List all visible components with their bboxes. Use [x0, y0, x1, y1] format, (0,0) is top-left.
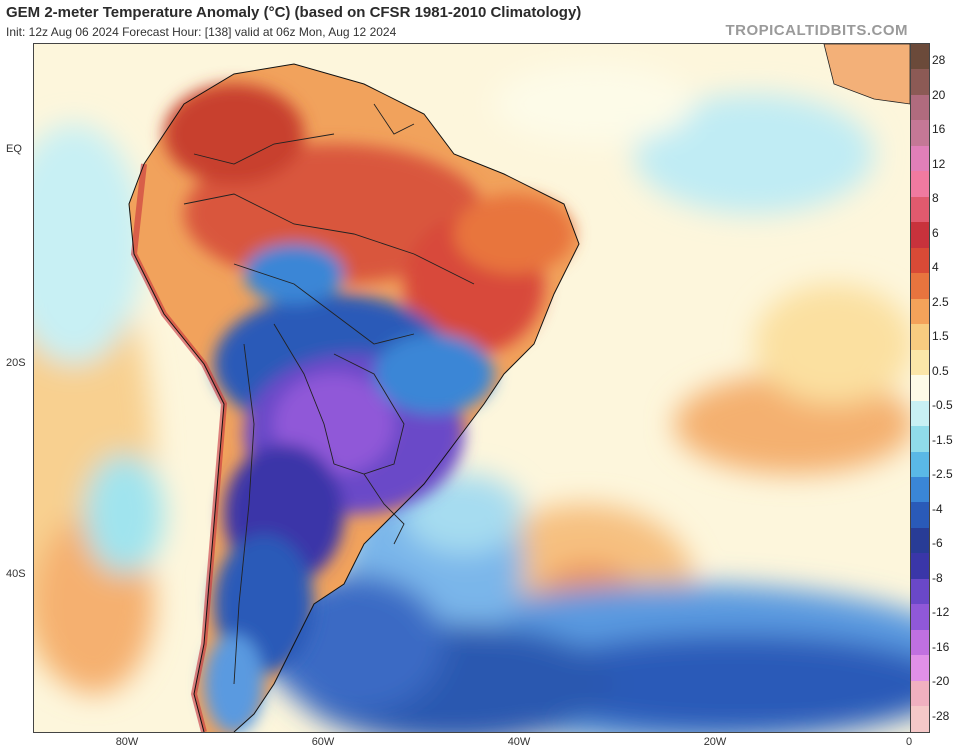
colorbar-label: -2.5 — [932, 467, 953, 482]
colorbar-swatch — [911, 629, 929, 656]
lon-label-0: 0 — [905, 736, 913, 748]
colorbar-swatch — [911, 222, 929, 248]
country-borders — [183, 103, 475, 685]
lat-label-20s: 20S — [6, 357, 26, 369]
map-title: GEM 2-meter Temperature Anomaly (°C) (ba… — [6, 4, 582, 21]
colorbar-label: -20 — [932, 674, 950, 689]
lat-label-40s: 40S — [6, 568, 26, 580]
colorbar-label: -28 — [932, 709, 950, 723]
colorbar-label: 6 — [932, 225, 939, 240]
colorbar-swatch — [911, 655, 929, 681]
colorbar-label: -12 — [932, 605, 950, 620]
colorbar-swatch — [911, 680, 929, 707]
colorbar-label: -0.5 — [932, 398, 953, 413]
colorbar-swatch — [911, 476, 929, 503]
colorbar-label: 12 — [932, 156, 946, 171]
colorbar-swatch — [911, 69, 929, 95]
colorbar-label: -16 — [932, 639, 950, 654]
colorbar-label: -1.5 — [932, 432, 953, 447]
colorbar-label: -4 — [932, 501, 943, 516]
colorbar-swatch — [911, 171, 929, 197]
lon-label-60w: 60W — [311, 736, 335, 748]
colorbar-label: 28 — [932, 53, 946, 67]
colorbar-swatch — [911, 298, 929, 325]
coastline — [128, 63, 580, 732]
colorbar-swatch — [911, 553, 929, 579]
lon-label-40w: 40W — [507, 736, 531, 748]
colorbar-swatch — [911, 349, 929, 376]
lat-label-eq: EQ — [6, 143, 22, 155]
colorbar-label: 1.5 — [932, 329, 949, 344]
colorbar-swatch — [911, 145, 929, 172]
lon-label-80w: 80W — [115, 736, 139, 748]
colorbar-swatch — [911, 578, 929, 605]
colorbar-label: -6 — [932, 536, 943, 551]
anomaly-map — [33, 43, 911, 733]
colorbar-label: 8 — [932, 191, 939, 206]
colorbar-swatch — [911, 44, 929, 70]
map-subtitle: Init: 12z Aug 06 2024 Forecast Hour: [13… — [6, 25, 397, 39]
colorbar-label: 0.5 — [932, 363, 949, 378]
colorbar-swatch — [911, 604, 929, 630]
south-america-land — [129, 64, 579, 732]
brand-watermark: TROPICALTIDBITS.COM — [725, 22, 908, 39]
colorbar-swatch — [911, 324, 929, 350]
colorbar-swatch — [911, 426, 929, 452]
colorbar-swatch — [911, 502, 929, 528]
colorbar-swatch — [911, 451, 929, 477]
colorbar-label: 2.5 — [932, 294, 949, 309]
africa-coast — [823, 44, 910, 105]
map-canvas — [34, 44, 910, 732]
colorbar-label: 4 — [932, 260, 939, 275]
colorbar — [910, 43, 930, 733]
colorbar-label: 20 — [932, 87, 946, 102]
ocean-anomaly-field — [34, 64, 910, 732]
colorbar-swatch — [911, 94, 929, 121]
colorbar-swatch — [911, 400, 929, 427]
colorbar-swatch — [911, 273, 929, 299]
colorbar-swatch — [911, 706, 929, 732]
colorbar-swatch — [911, 247, 929, 274]
colorbar-label: 16 — [932, 122, 946, 137]
lon-label-20w: 20W — [703, 736, 727, 748]
colorbar-swatch — [911, 527, 929, 554]
colorbar-swatch — [911, 120, 929, 146]
colorbar-swatch — [911, 196, 929, 223]
colorbar-swatch — [911, 375, 929, 401]
colorbar-label: -8 — [932, 570, 943, 585]
